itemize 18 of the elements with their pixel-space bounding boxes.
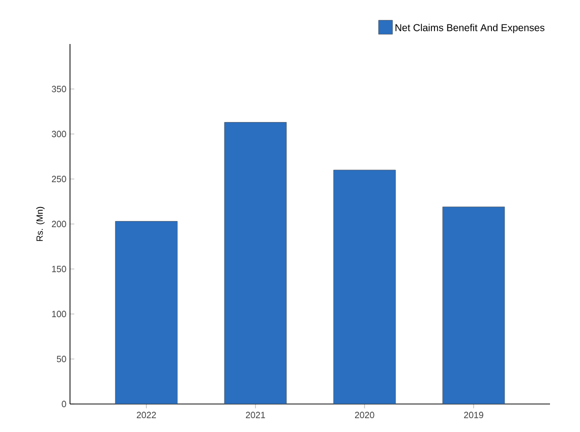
bar xyxy=(442,206,505,404)
bar xyxy=(333,170,396,404)
y-tick-label: 300 xyxy=(52,130,66,138)
y-tick-label: 150 xyxy=(52,266,66,272)
y-tick-label: 200 xyxy=(52,220,66,228)
bar xyxy=(224,122,287,404)
bar xyxy=(115,221,178,404)
y-tick-label: 50 xyxy=(56,356,66,362)
y-axis-title: Rs. (Mn) xyxy=(36,206,45,241)
y-tick-label: 350 xyxy=(52,86,66,92)
x-tick-label: 2020 xyxy=(354,412,374,418)
x-tick-label: 2022 xyxy=(136,412,156,418)
y-tick-label: 0 xyxy=(62,400,66,408)
y-tick-label: 250 xyxy=(52,176,66,182)
legend-label: Net Claims Benefit And Expenses xyxy=(396,24,544,34)
x-tick-label: 2021 xyxy=(246,412,266,418)
y-tick-label: 100 xyxy=(52,310,66,318)
x-tick-label: 2019 xyxy=(464,412,484,418)
